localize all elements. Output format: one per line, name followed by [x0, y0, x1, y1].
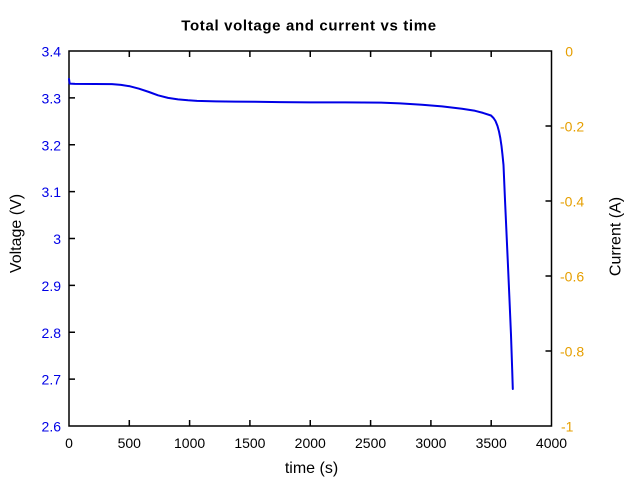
svg-text:Current (A): Current (A) [608, 197, 625, 276]
svg-text:0: 0 [565, 44, 573, 60]
svg-text:500: 500 [118, 435, 142, 451]
svg-text:3.4: 3.4 [42, 44, 62, 60]
svg-text:3.3: 3.3 [42, 90, 62, 106]
svg-text:2.9: 2.9 [42, 278, 62, 294]
svg-text:2.6: 2.6 [42, 419, 62, 435]
svg-text:time (s): time (s) [285, 460, 338, 477]
svg-text:2.8: 2.8 [42, 325, 62, 341]
svg-text:1500: 1500 [234, 435, 265, 451]
svg-text:-1: -1 [561, 419, 574, 435]
svg-text:3.1: 3.1 [42, 184, 62, 200]
svg-text:Total voltage and current vs t: Total voltage and current vs time [181, 18, 436, 35]
svg-text:-0.4: -0.4 [560, 194, 584, 210]
svg-text:-0.6: -0.6 [560, 269, 584, 285]
svg-text:Voltage (V): Voltage (V) [8, 194, 25, 273]
svg-text:1000: 1000 [174, 435, 205, 451]
svg-text:-0.8: -0.8 [560, 344, 584, 360]
svg-text:-0.2: -0.2 [560, 119, 584, 135]
svg-text:3500: 3500 [476, 435, 507, 451]
svg-text:3: 3 [53, 231, 61, 247]
svg-text:3000: 3000 [415, 435, 446, 451]
svg-text:2000: 2000 [295, 435, 326, 451]
svg-text:2.7: 2.7 [42, 372, 62, 388]
svg-text:0: 0 [65, 435, 73, 451]
svg-text:4000: 4000 [536, 435, 567, 451]
svg-text:2500: 2500 [355, 435, 386, 451]
svg-text:3.2: 3.2 [42, 137, 62, 153]
